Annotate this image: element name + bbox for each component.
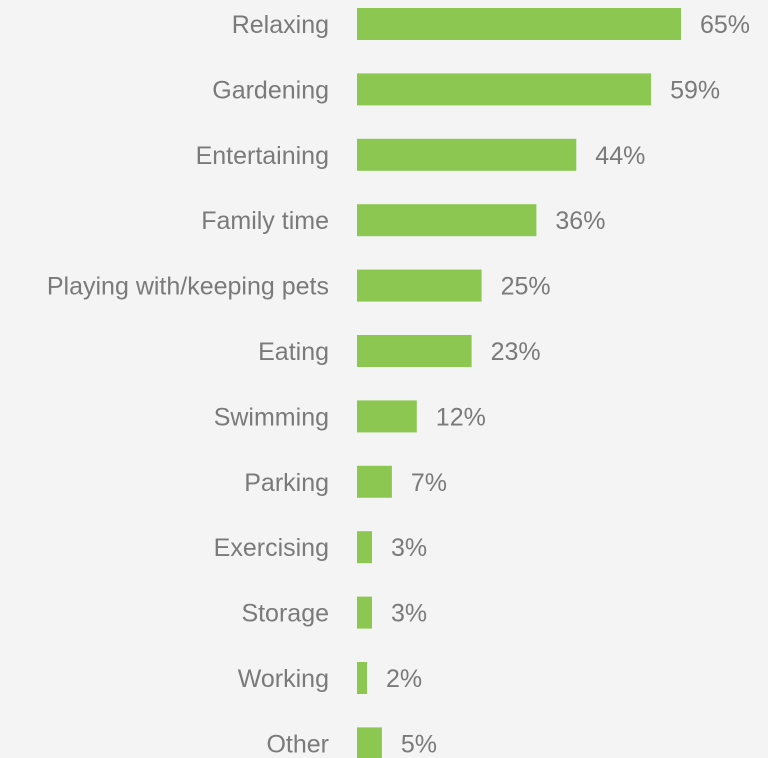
value-label: 65% bbox=[700, 11, 750, 39]
value-label: 7% bbox=[411, 469, 447, 497]
bar-4 bbox=[357, 269, 482, 302]
category-label: Parking bbox=[244, 469, 329, 497]
value-label: 59% bbox=[670, 76, 720, 104]
bar-7 bbox=[357, 465, 392, 498]
bar-2 bbox=[357, 138, 577, 171]
bar-3 bbox=[357, 204, 537, 237]
value-label: 2% bbox=[386, 665, 422, 693]
bar-6 bbox=[357, 400, 417, 433]
value-label: 5% bbox=[401, 730, 437, 758]
category-label: Playing with/keeping pets bbox=[47, 273, 329, 301]
category-label: Swimming bbox=[214, 403, 329, 431]
value-label: 25% bbox=[501, 273, 551, 301]
category-label: Storage bbox=[241, 600, 329, 628]
category-label: Gardening bbox=[212, 76, 329, 104]
category-label: Eating bbox=[258, 338, 329, 366]
value-label: 3% bbox=[391, 534, 427, 562]
value-label: 12% bbox=[436, 403, 486, 431]
category-label: Working bbox=[238, 665, 329, 693]
category-label: Family time bbox=[201, 207, 329, 235]
value-label: 36% bbox=[555, 207, 605, 235]
category-label: Entertaining bbox=[196, 142, 329, 170]
bar-0 bbox=[357, 8, 681, 40]
bars-layer: Relaxing 65% Gardening 59% Entertaining 44% Fa… bbox=[47, 8, 750, 758]
category-label: Other bbox=[266, 730, 329, 758]
value-label: 3% bbox=[391, 600, 427, 628]
bar-8 bbox=[357, 531, 372, 564]
bar-11 bbox=[357, 727, 382, 758]
bar-10 bbox=[357, 662, 367, 694]
bar-9 bbox=[357, 596, 372, 629]
value-label: 44% bbox=[595, 142, 645, 170]
category-label: Relaxing bbox=[232, 11, 329, 39]
value-label: 23% bbox=[491, 338, 541, 366]
bar-1 bbox=[357, 73, 652, 106]
bar-5 bbox=[357, 335, 472, 367]
category-label: Exercising bbox=[214, 534, 329, 562]
